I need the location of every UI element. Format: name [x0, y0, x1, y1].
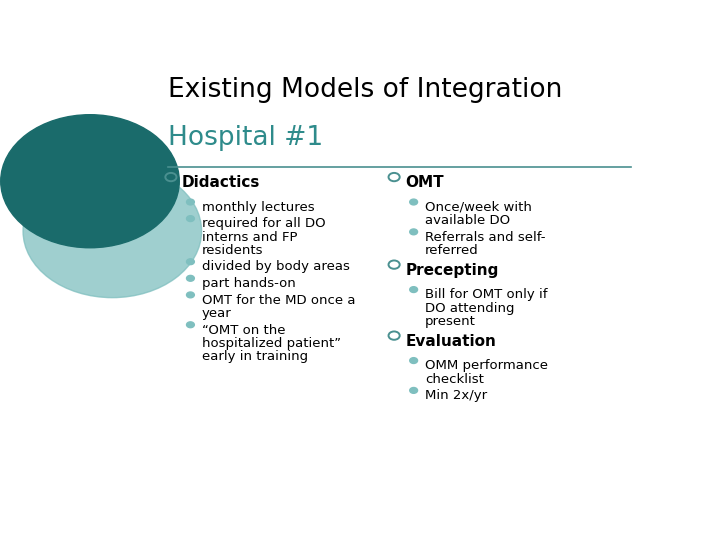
Circle shape: [23, 165, 202, 298]
Text: OMM performance: OMM performance: [425, 359, 548, 372]
Circle shape: [410, 388, 418, 393]
Text: early in training: early in training: [202, 350, 307, 363]
Text: Bill for OMT only if: Bill for OMT only if: [425, 288, 547, 301]
Circle shape: [1, 114, 179, 248]
Text: Didactics: Didactics: [182, 175, 261, 190]
Circle shape: [186, 215, 194, 221]
Text: present: present: [425, 315, 476, 328]
Text: monthly lectures: monthly lectures: [202, 201, 314, 214]
Circle shape: [410, 199, 418, 205]
Text: part hands-on: part hands-on: [202, 277, 295, 290]
Text: Hospital #1: Hospital #1: [168, 125, 323, 151]
Text: Precepting: Precepting: [405, 262, 499, 278]
Text: Referrals and self-: Referrals and self-: [425, 231, 545, 244]
Text: Min 2x/yr: Min 2x/yr: [425, 389, 487, 402]
Text: checklist: checklist: [425, 373, 484, 386]
Text: Evaluation: Evaluation: [405, 334, 496, 348]
Text: required for all DO: required for all DO: [202, 218, 325, 231]
Text: year: year: [202, 307, 231, 320]
Circle shape: [410, 357, 418, 363]
Circle shape: [186, 259, 194, 265]
Text: Existing Models of Integration: Existing Models of Integration: [168, 77, 562, 103]
Text: “OMT on the: “OMT on the: [202, 323, 285, 336]
Text: interns and FP: interns and FP: [202, 231, 297, 244]
Text: DO attending: DO attending: [425, 302, 514, 315]
Circle shape: [186, 322, 194, 328]
Text: referred: referred: [425, 244, 479, 257]
Circle shape: [186, 275, 194, 281]
Text: OMT: OMT: [405, 175, 444, 190]
Text: Once/week with: Once/week with: [425, 201, 531, 214]
Circle shape: [186, 199, 194, 205]
Text: divided by body areas: divided by body areas: [202, 260, 349, 273]
Text: available DO: available DO: [425, 214, 510, 227]
Text: hospitalized patient”: hospitalized patient”: [202, 337, 341, 350]
Text: OMT for the MD once a: OMT for the MD once a: [202, 294, 355, 307]
Circle shape: [410, 229, 418, 235]
Circle shape: [410, 287, 418, 293]
Circle shape: [186, 292, 194, 298]
Text: residents: residents: [202, 244, 263, 257]
